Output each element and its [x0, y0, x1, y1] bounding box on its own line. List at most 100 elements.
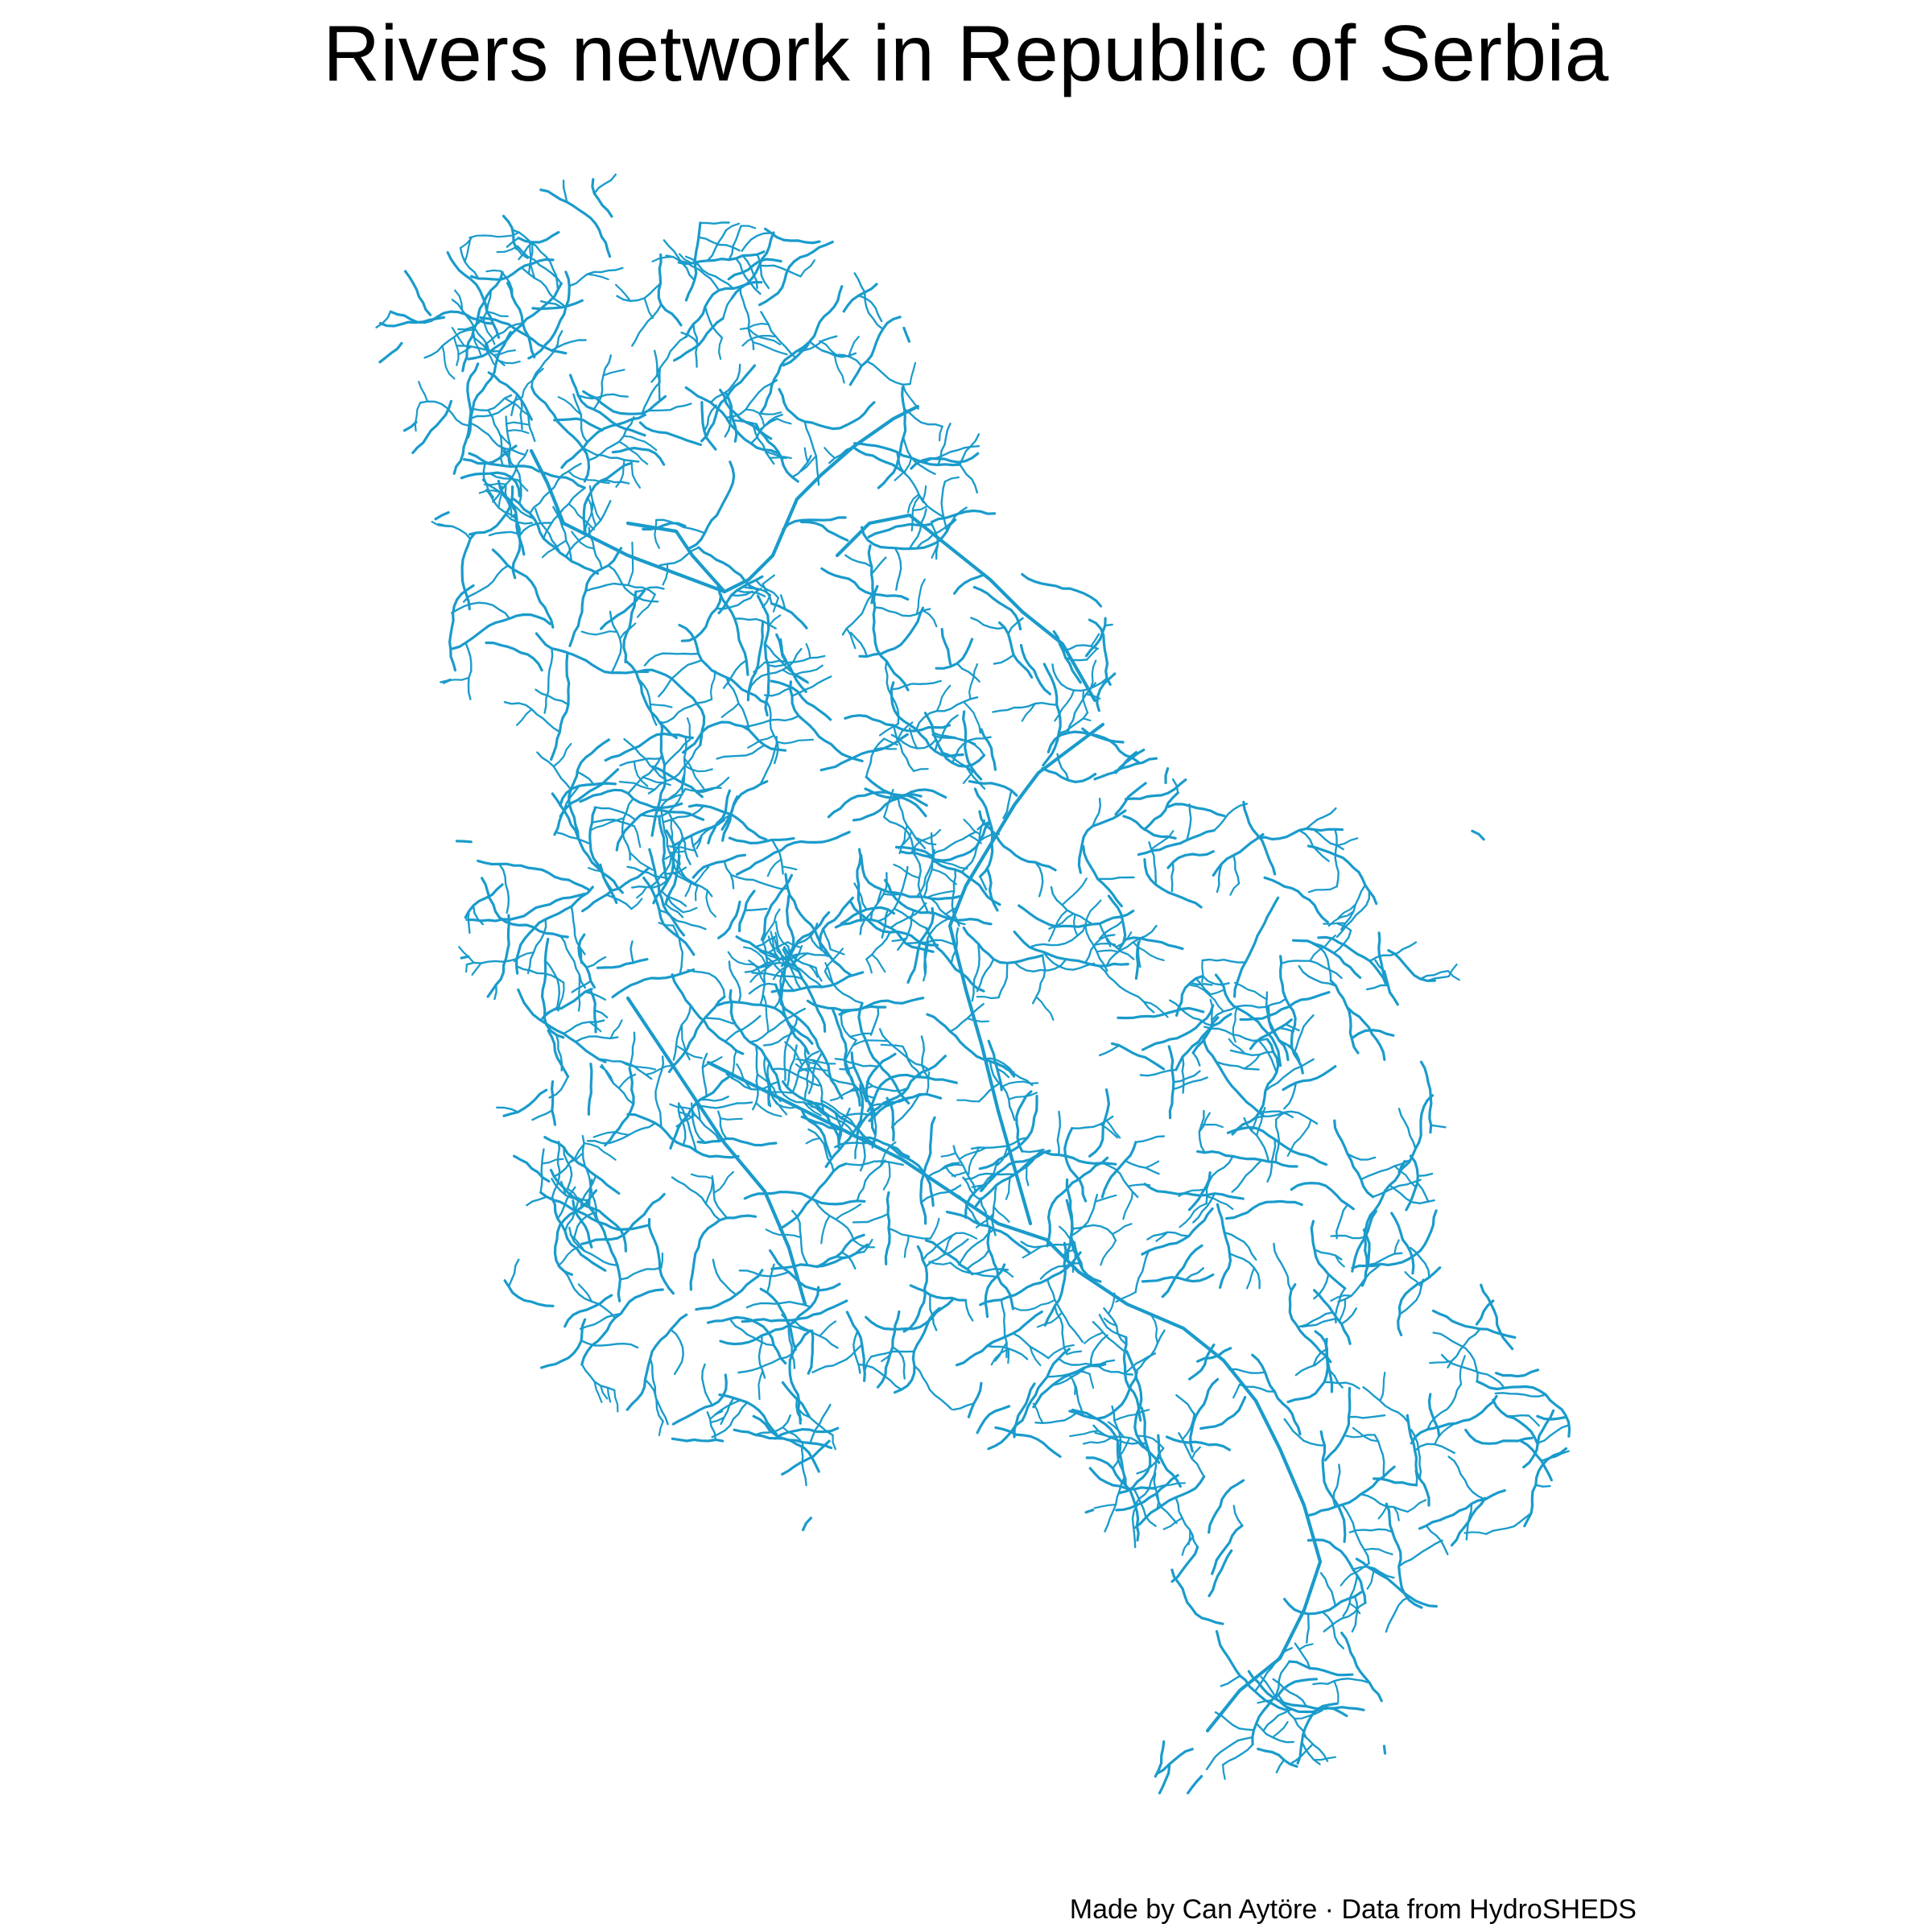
river-segment: [788, 680, 864, 762]
river-segment: [1046, 730, 1140, 764]
river-segment: [922, 1232, 957, 1261]
river-segment: [1301, 1317, 1339, 1328]
river-segment: [767, 654, 826, 668]
river-segment: [671, 924, 683, 976]
river-segment: [856, 848, 863, 923]
river-segment: [1133, 1488, 1157, 1527]
river-segment: [1179, 1203, 1208, 1228]
river-segment: [745, 408, 782, 415]
river-segment: [956, 1310, 1043, 1367]
river-segment: [1222, 1764, 1226, 1781]
river-segment: [1084, 924, 1108, 972]
river-segment: [562, 180, 568, 204]
river-segment: [792, 944, 803, 967]
river-segment: [1294, 1709, 1323, 1720]
river-segment: [1387, 949, 1436, 982]
river-segment: [566, 1187, 584, 1205]
river-segment: [1015, 1090, 1033, 1153]
river-segment: [1169, 999, 1214, 1027]
river-segment: [618, 781, 656, 791]
river-segment: [1285, 1023, 1300, 1032]
river-segment: [820, 1215, 831, 1245]
river-segment: [647, 402, 692, 412]
river-segment: [786, 1044, 798, 1088]
river-segment: [805, 1059, 836, 1065]
river-segment: [897, 797, 927, 849]
river-segment: [1352, 1426, 1380, 1443]
river-segment: [664, 866, 687, 875]
river-segment: [580, 1340, 639, 1349]
river-segment: [530, 386, 591, 483]
river-segment: [604, 1067, 635, 1147]
river-segment: [877, 865, 909, 923]
river-segment: [584, 990, 606, 1001]
river-segment: [1201, 958, 1247, 964]
river-segment: [618, 440, 649, 465]
river-segment: [1161, 1244, 1203, 1298]
river-segment: [765, 1228, 802, 1239]
river-segment: [759, 736, 778, 786]
river-segment: [1249, 1018, 1293, 1051]
river-segment: [460, 955, 470, 960]
river-segment: [853, 442, 961, 467]
river-segment: [759, 939, 769, 1006]
river-segment: [987, 1420, 1022, 1451]
river-segment: [650, 720, 667, 837]
river-segment: [754, 935, 776, 948]
river-segment: [902, 1045, 923, 1079]
river-segment: [704, 305, 724, 339]
river-segment: [660, 793, 683, 801]
river-segment: [683, 765, 713, 773]
river-segment: [1288, 1660, 1354, 1677]
river-segment: [636, 886, 648, 899]
river-segment: [602, 369, 625, 377]
river-segment: [555, 831, 592, 845]
river-segment: [791, 675, 832, 697]
river-segment: [709, 363, 741, 404]
river-segment: [920, 1184, 962, 1203]
river-segment: [931, 733, 985, 757]
river-segment: [1301, 1740, 1321, 1765]
river-segment: [1228, 1038, 1246, 1055]
river-segment: [1257, 1110, 1294, 1118]
river-segment: [832, 1434, 836, 1451]
river-segment: [749, 1007, 807, 1043]
river-segment: [899, 820, 992, 862]
river-segment: [1132, 941, 1165, 961]
river-segment: [1205, 1736, 1253, 1770]
river-segment: [758, 1369, 764, 1401]
river-segment: [678, 1111, 694, 1119]
river-segment: [1209, 999, 1214, 1030]
river-segment: [649, 703, 673, 708]
river-segment: [848, 316, 902, 386]
river-segment: [736, 589, 766, 597]
river-segment: [654, 518, 660, 549]
river-segment: [469, 485, 514, 536]
river-segment: [695, 1269, 764, 1311]
river-segment: [1216, 862, 1223, 894]
river-segment: [470, 258, 555, 281]
river-segment: [1534, 1484, 1551, 1488]
river-segment: [631, 880, 668, 889]
river-segment: [1293, 1014, 1315, 1055]
river-segment: [1348, 1528, 1393, 1534]
river-segment: [506, 237, 520, 248]
river-segment: [485, 489, 518, 521]
river-segment: [791, 1051, 819, 1094]
river-segment: [1088, 1373, 1095, 1389]
river-segment: [736, 831, 851, 876]
river-segment: [560, 413, 646, 469]
river-segment: [719, 1117, 743, 1121]
river-segment: [892, 724, 915, 772]
river-segment: [881, 908, 890, 939]
river-segment: [599, 863, 613, 892]
river-segment: [1273, 1242, 1293, 1292]
river-segment: [956, 663, 980, 683]
river-segment: [540, 1318, 587, 1369]
river-segment: [1103, 1307, 1128, 1346]
river-segment: [1100, 1141, 1137, 1199]
river-segment: [522, 268, 568, 308]
river-segment: [461, 270, 504, 373]
river-segment: [1337, 1263, 1382, 1303]
river-segment: [1265, 991, 1293, 1048]
